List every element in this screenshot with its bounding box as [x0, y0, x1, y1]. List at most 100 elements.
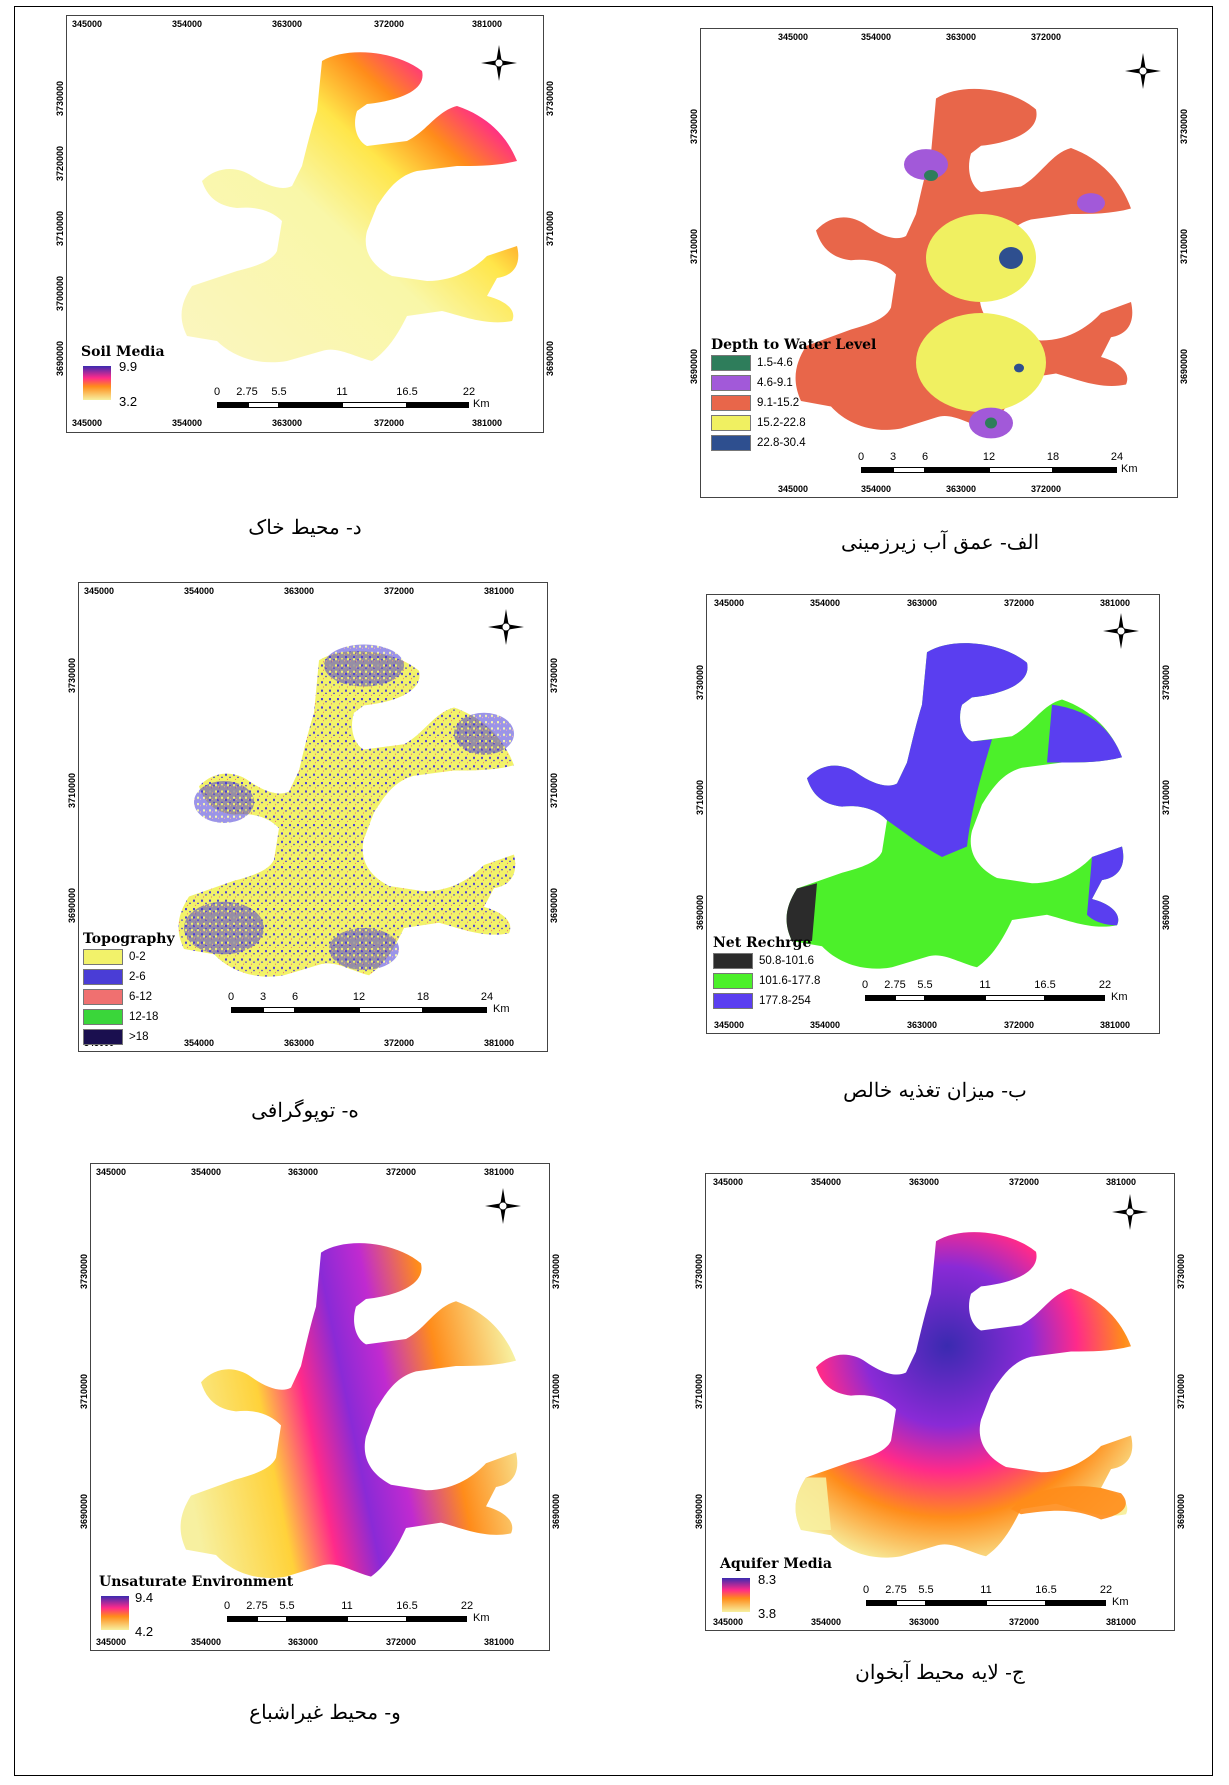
scale-unit: Km	[473, 1612, 490, 1624]
legend-title: Soil Media	[81, 344, 165, 360]
tick-easting: 372000	[1008, 1617, 1040, 1627]
legend-item: 2-6	[83, 967, 175, 987]
legend-item: 6-12	[83, 987, 175, 1007]
caption-depth: الف- عمق آب زیرزمینی	[840, 530, 1040, 554]
tick-easting: 354000	[183, 586, 215, 596]
tick-easting: 372000	[1003, 1020, 1035, 1030]
tick-easting: 381000	[1105, 1617, 1137, 1627]
tick-easting: 381000	[1099, 598, 1131, 608]
tick-easting: 381000	[1105, 1177, 1137, 1187]
scale-bar: 0 2.75 5.5 11 16.5 22 Km	[863, 1584, 1156, 1614]
tick-northing: 3710000	[1161, 780, 1171, 816]
tick-northing: 3690000	[67, 888, 77, 924]
tick-northing: 3690000	[1161, 895, 1171, 931]
tick-northing: 3710000	[1179, 229, 1189, 265]
tick-northing: 3730000	[79, 1254, 89, 1290]
figure-frame	[14, 6, 1213, 1776]
scale-label: 12	[982, 451, 996, 463]
tick-northing: 3730000	[549, 658, 559, 694]
north-arrow-icon	[1125, 53, 1161, 89]
tick-easting: 345000	[83, 586, 115, 596]
scale-label: 18	[1046, 451, 1060, 463]
tick-easting: 363000	[906, 598, 938, 608]
tick-easting: 381000	[483, 1038, 515, 1048]
legend-title: Aquifer Media	[720, 1556, 832, 1572]
map-region-recharge	[786, 643, 1124, 969]
legend-title: Net Rechrge	[713, 935, 812, 951]
legend-item: 177.8-254	[713, 991, 820, 1011]
legend-depth: Depth to Water Level 1.5-4.6 4.6-9.1 9.1…	[711, 337, 876, 453]
legend-item: 12-18	[83, 1007, 175, 1027]
tick-northing: 3710000	[67, 773, 77, 809]
scale-label: 5.5	[271, 386, 287, 398]
scale-label: 11	[341, 1600, 353, 1612]
tick-northing: 3730000	[545, 81, 555, 117]
tick-easting: 354000	[809, 1020, 841, 1030]
scale-bar: 0 2.75 5.5 11 16.5 22 Km	[214, 386, 507, 416]
legend-unsaturate: Unsaturate Environment	[99, 1574, 293, 1590]
scale-label: 16.5	[1035, 1584, 1057, 1596]
tick-northing: 3690000	[694, 1494, 704, 1530]
tick-easting: 354000	[171, 19, 203, 29]
north-arrow-icon	[485, 1188, 521, 1224]
caption-topography: ه- توپوگرافی	[251, 1098, 359, 1122]
tick-northing: 3690000	[689, 349, 699, 385]
legend-gradient	[83, 366, 111, 400]
tick-northing: 3730000	[1176, 1254, 1186, 1290]
tick-northing: 3690000	[55, 341, 65, 377]
tick-easting: 345000	[777, 484, 809, 494]
scale-label: 2.75	[884, 979, 906, 991]
tick-easting: 372000	[373, 418, 405, 428]
tick-northing: 3730000	[1179, 109, 1189, 145]
tick-northing: 3690000	[1179, 349, 1189, 385]
scale-unit: Km	[1121, 463, 1138, 475]
tick-easting: 372000	[383, 586, 415, 596]
tick-easting: 372000	[373, 19, 405, 29]
tick-easting: 381000	[1099, 1020, 1131, 1030]
scale-unit: Km	[1111, 991, 1128, 1003]
scale-label: 16.5	[396, 386, 418, 398]
north-arrow-icon	[1112, 1194, 1148, 1230]
tick-easting: 372000	[385, 1167, 417, 1177]
tick-northing: 3730000	[55, 81, 65, 117]
scale-label: 11	[979, 979, 991, 991]
scale-label: 24	[480, 991, 494, 1003]
tick-northing: 3690000	[695, 895, 705, 931]
map-panel-soil-media: 345000 354000 363000 372000 381000 34500…	[55, 15, 555, 433]
tick-northing: 3710000	[545, 211, 555, 247]
map-panel-depth-to-water: 345000 354000 363000 372000 345000 35400…	[689, 28, 1189, 498]
map-region-soil	[181, 52, 519, 363]
map-panel-topography: 345000 354000 363000 372000 381000 34500…	[67, 582, 559, 1052]
scale-bar: 0 3 6 12 18 24 Km	[227, 991, 536, 1021]
legend-gradient	[101, 1596, 129, 1630]
tick-easting: 381000	[471, 19, 503, 29]
legend-aquifer: Aquifer Media	[720, 1556, 832, 1572]
scale-unit: Km	[493, 1003, 510, 1015]
legend-item: 1.5-4.6	[711, 353, 876, 373]
scale-label: 16.5	[396, 1600, 418, 1612]
scale-label: 12	[352, 991, 366, 1003]
map-region-depth	[795, 88, 1133, 439]
scale-label: 5.5	[279, 1600, 295, 1612]
scale-label: 5.5	[917, 979, 933, 991]
tick-northing: 3710000	[1176, 1374, 1186, 1410]
legend-low: 3.8	[758, 1606, 777, 1621]
scale-label: 5.5	[918, 1584, 934, 1596]
tick-easting: 363000	[945, 32, 977, 42]
tick-easting: 381000	[471, 418, 503, 428]
scale-bar: 0 2.75 5.5 11 16.5 22 Km	[862, 979, 1155, 1009]
map-panel-net-recharge: 345000 354000 363000 372000 381000 34500…	[695, 594, 1171, 1034]
legend-high: 8.3	[758, 1572, 777, 1587]
scale-bar: 0 3 6 12 18 24 Km	[858, 451, 1166, 481]
legend-low: 4.2	[135, 1624, 154, 1639]
legend-item: 9.1-15.2	[711, 393, 876, 413]
tick-easting: 345000	[713, 598, 745, 608]
tick-easting: 372000	[385, 1637, 417, 1647]
legend-item: 101.6-177.8	[713, 971, 820, 991]
legend-low: 3.2	[119, 394, 138, 409]
tick-easting: 345000	[777, 32, 809, 42]
scale-label: 6	[921, 451, 929, 463]
scale-label: 16.5	[1034, 979, 1056, 991]
tick-easting: 354000	[183, 1038, 215, 1048]
scale-label: 0	[227, 991, 235, 1003]
